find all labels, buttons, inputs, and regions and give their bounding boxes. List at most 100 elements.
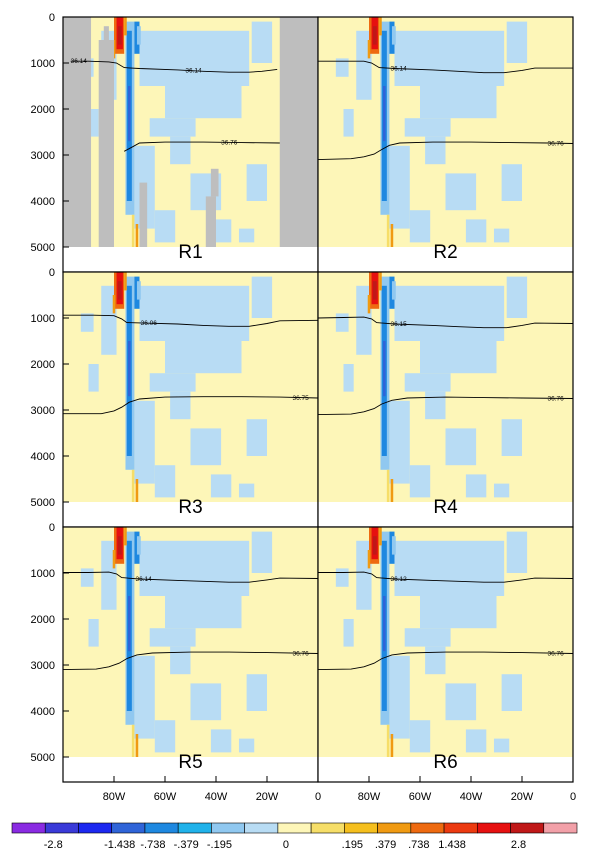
- field-cell: [465, 729, 487, 753]
- field-cell: [124, 272, 127, 291]
- field-cell: [356, 285, 372, 355]
- field-cell: [117, 281, 122, 300]
- field-cell: [112, 550, 116, 569]
- contour-line: [318, 316, 573, 329]
- field-cell: [372, 281, 377, 300]
- colorbar-box: [78, 822, 113, 834]
- colorbar-box: [244, 822, 279, 834]
- x-tick-label: 20W: [511, 791, 534, 803]
- field-cell: [190, 683, 222, 721]
- field-cell: [386, 469, 390, 502]
- field-cell: [117, 536, 122, 555]
- field-cell: [409, 720, 431, 753]
- panel-label: R4: [433, 497, 458, 518]
- x-tick-label: 0: [570, 791, 576, 803]
- field-cell: [379, 527, 382, 546]
- field-cell: [343, 619, 354, 647]
- field-cell: [389, 655, 410, 739]
- contour-label: 36.76: [293, 651, 310, 658]
- field-cell: [124, 17, 127, 36]
- field-cell: [420, 596, 497, 629]
- colorbar-label: .738: [408, 839, 429, 851]
- panel-r3: 36.06 36.75: [63, 272, 318, 527]
- contour-label: 36.14: [185, 67, 202, 74]
- panel-r1: 36.14 36.14 36.76: [63, 17, 318, 272]
- field-cell: [112, 295, 116, 314]
- field-cell: [367, 295, 371, 314]
- field-cell: [128, 596, 131, 652]
- field-cell: [394, 540, 505, 596]
- field-cell: [135, 224, 139, 247]
- contour-label: 36.14: [71, 58, 88, 65]
- contour-line: [318, 141, 573, 161]
- field-cell: [135, 479, 139, 502]
- field-cell: [136, 26, 141, 45]
- field-cell: [409, 210, 431, 243]
- field-cell: [356, 30, 372, 100]
- contour-label: 36.06: [141, 320, 158, 327]
- field-cell: [246, 419, 267, 456]
- panel-r6: 36.12 36.76: [318, 527, 573, 782]
- colorbar-box: [377, 822, 412, 834]
- colorbar-box: [11, 822, 46, 834]
- field-cell: [210, 474, 232, 498]
- contour-line: [63, 651, 318, 671]
- field-cell: [386, 724, 390, 757]
- field-cell: [128, 86, 131, 142]
- colorbar-label: .379: [375, 839, 396, 851]
- field-cell: [420, 86, 497, 119]
- field-cell: [379, 272, 382, 291]
- field-cell: [135, 734, 139, 757]
- field-cell: [80, 568, 94, 587]
- y-tick-label: 3000: [31, 405, 55, 417]
- field-cell: [404, 628, 451, 647]
- contour-label: 36.76: [548, 396, 565, 403]
- panel-label: R1: [178, 242, 202, 263]
- x-tick-label: 0: [315, 791, 321, 803]
- land-mask: [63, 17, 92, 247]
- y-tick-label: 4000: [31, 451, 55, 463]
- panel-label: R5: [178, 752, 202, 773]
- field-cell: [404, 373, 451, 392]
- field-cell: [390, 224, 394, 247]
- field-cell: [170, 136, 191, 165]
- land-mask: [205, 196, 216, 247]
- field-cell: [367, 550, 371, 569]
- colorbar-box: [111, 822, 146, 834]
- field-cell: [386, 214, 390, 247]
- land-mask: [103, 26, 109, 40]
- field-cell: [506, 21, 528, 64]
- panel-label: R3: [178, 497, 202, 518]
- field-cell: [389, 145, 410, 229]
- y-tick-label: 5000: [31, 752, 55, 764]
- y-tick-label: 2000: [31, 104, 55, 116]
- contour-label: 36.12: [391, 576, 408, 583]
- field-cell: [343, 109, 354, 137]
- field-cell: [394, 30, 505, 86]
- land-mask: [98, 40, 114, 247]
- field-cell: [404, 118, 451, 137]
- panel-r5: 36.14 36.76: [63, 527, 318, 782]
- y-tick-label: 4000: [31, 706, 55, 718]
- contour-label: 36.15: [391, 321, 408, 328]
- colorbar-label: 1.438: [438, 839, 466, 851]
- field-cell: [154, 465, 176, 498]
- field-cell: [343, 364, 354, 392]
- field-cell: [445, 173, 477, 211]
- panel-frame: [317, 526, 574, 783]
- field-cell: [506, 531, 528, 573]
- field-cell: [425, 136, 446, 165]
- field-cell: [131, 724, 135, 757]
- colorbar-label: -.195: [207, 839, 232, 851]
- field-cell: [117, 26, 122, 45]
- field-cell: [165, 341, 242, 374]
- panel-label: R6: [433, 752, 457, 773]
- field-cell: [390, 479, 394, 502]
- field-cell: [391, 536, 396, 555]
- y-tick-label: 1000: [31, 313, 55, 325]
- field-cell: [465, 474, 487, 498]
- x-tick-label: 60W: [154, 791, 177, 803]
- contour-label: 36.14: [391, 66, 408, 73]
- field-cell: [170, 391, 191, 420]
- field-cell: [251, 21, 273, 64]
